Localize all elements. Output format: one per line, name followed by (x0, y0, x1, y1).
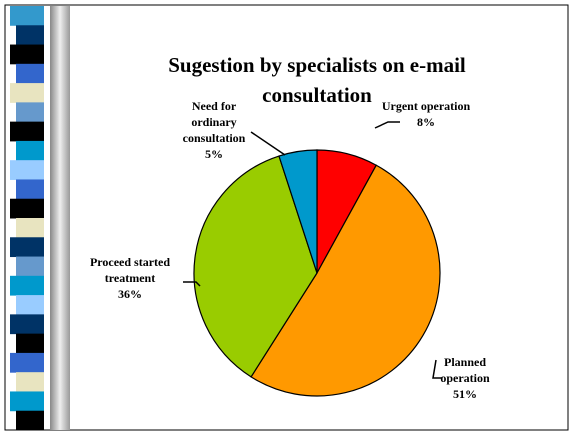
decor-strip (10, 6, 44, 431)
slice-label: Proceed started treatment 36% (68, 254, 192, 302)
value-label: 5% (205, 147, 223, 161)
decor-block (16, 218, 44, 238)
category-label: Urgent operation (381, 99, 471, 113)
leader-line (432, 359, 442, 379)
decor-block (16, 63, 44, 84)
slice-label: Urgent operation 8% (380, 98, 472, 130)
decor-bar (50, 6, 70, 430)
slice-label: Need for ordinary consultation 5% (168, 98, 260, 162)
decor-block (10, 121, 44, 142)
decor-block (16, 372, 44, 392)
category-label: Need for ordinary consultation (182, 99, 246, 145)
decor-block (10, 44, 44, 65)
leader-lines (183, 121, 442, 379)
decor-block (16, 140, 44, 161)
chart-title: Sugestion by specialists on e-mail consu… (168, 53, 466, 107)
value-label: 51% (453, 387, 477, 401)
decor-block (10, 198, 44, 219)
decor-block (10, 391, 44, 412)
decor-block (10, 6, 44, 26)
value-label: 36% (118, 287, 142, 301)
decor-block (10, 275, 44, 296)
slice-label: Planned operation 51% (422, 354, 508, 402)
category-label: Planned operation (440, 355, 490, 385)
decor-block (16, 410, 44, 431)
decor-block (10, 160, 44, 180)
value-label: 8% (417, 115, 435, 129)
pie-slice (250, 164, 441, 397)
pie-slice (278, 149, 318, 274)
category-label: Proceed started treatment (89, 255, 171, 285)
decor-block (16, 295, 44, 315)
decor-block (10, 237, 44, 258)
decor-block (16, 102, 44, 123)
pie-slice (193, 155, 318, 378)
decor-block (10, 83, 44, 103)
pie (193, 149, 441, 397)
decor-block (16, 25, 44, 46)
decor-block (16, 179, 44, 200)
decor-block (16, 256, 44, 277)
leader-line (374, 121, 400, 129)
decor-block (10, 352, 44, 373)
decor-block (16, 333, 44, 354)
decor-block (10, 314, 44, 335)
leader-line (250, 131, 286, 156)
leader-line (183, 281, 201, 287)
